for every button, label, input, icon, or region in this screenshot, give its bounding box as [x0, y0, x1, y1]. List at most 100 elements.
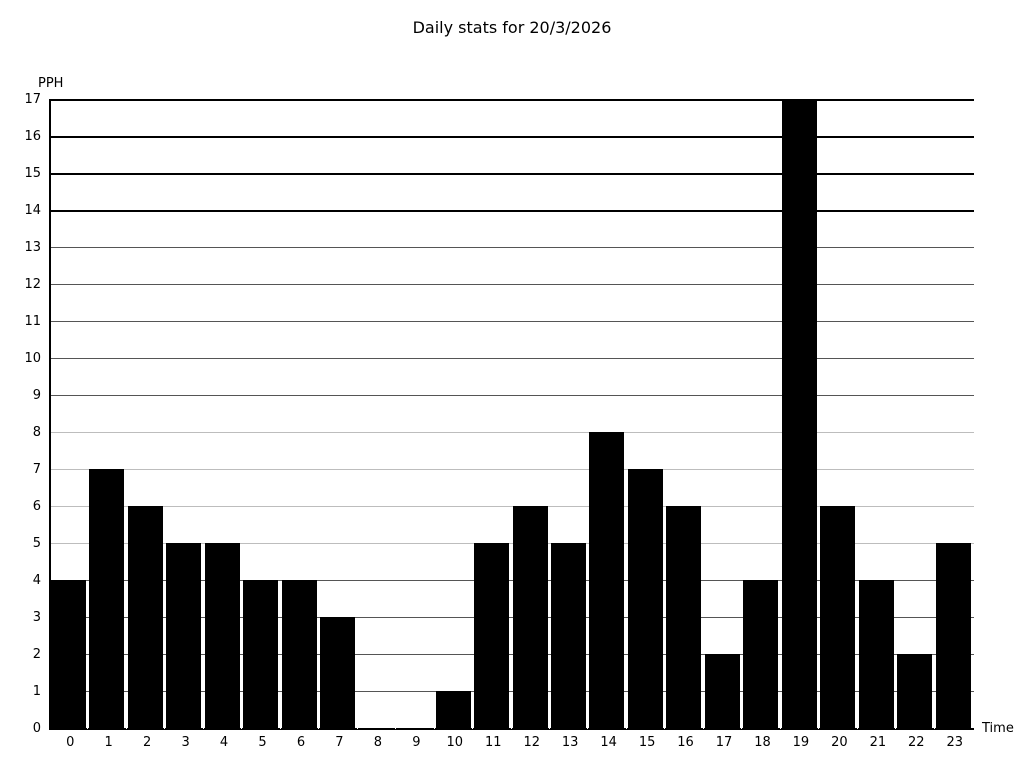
x-tick-label: 11: [484, 735, 502, 750]
y-axis-line: [49, 99, 51, 730]
grid-line: [51, 469, 974, 470]
grid-line: [51, 691, 974, 692]
x-tick-label: 21: [869, 735, 887, 750]
bar: [820, 506, 855, 728]
x-tick-mark: [472, 723, 473, 729]
grid-line: [51, 543, 974, 544]
y-tick-label: 10: [24, 351, 41, 366]
x-tick-label: 4: [219, 735, 229, 750]
x-tick-label: 23: [946, 735, 964, 750]
grid-line: [51, 99, 974, 101]
x-tick-label: 19: [792, 735, 810, 750]
bar: [936, 543, 971, 728]
x-tick-mark: [780, 723, 781, 729]
bar: [897, 654, 932, 728]
x-tick-mark: [87, 723, 88, 729]
x-tick-mark: [818, 723, 819, 729]
y-tick-label: 17: [24, 92, 41, 107]
bar: [166, 543, 201, 728]
x-tick-mark: [280, 723, 281, 729]
y-tick-label: 7: [32, 462, 41, 477]
x-tick-label: 8: [373, 735, 383, 750]
bar: [205, 543, 240, 728]
x-tick-mark: [549, 723, 550, 729]
x-tick-label: 10: [446, 735, 464, 750]
y-tick-label: 6: [32, 499, 41, 514]
x-tick-label: 14: [600, 735, 617, 750]
bar: [282, 580, 317, 728]
x-axis-label: Time: [982, 721, 1014, 736]
y-tick-label: 13: [24, 240, 41, 255]
bar: [474, 543, 509, 728]
x-tick-mark: [511, 723, 512, 729]
y-tick-label: 15: [24, 166, 41, 181]
grid-line: [51, 136, 974, 138]
y-tick-label: 4: [32, 573, 41, 588]
bar: [743, 580, 778, 728]
x-tick-mark: [241, 723, 242, 729]
x-tick-mark: [664, 723, 665, 729]
x-tick-label: 12: [523, 735, 540, 750]
x-tick-mark: [857, 723, 858, 729]
x-tick-mark: [357, 723, 358, 729]
bar: [436, 691, 471, 728]
x-tick-label: 9: [412, 735, 421, 750]
grid-line: [51, 173, 974, 175]
grid-line: [51, 284, 974, 285]
y-tick-label: 5: [32, 536, 41, 551]
grid-line: [51, 321, 974, 322]
bar: [243, 580, 278, 728]
bar: [51, 580, 86, 728]
x-tick-mark: [395, 723, 396, 729]
x-tick-label: 6: [296, 735, 306, 750]
x-tick-label: 22: [908, 735, 925, 750]
y-axis-label: PPH: [38, 76, 64, 91]
x-tick-mark: [895, 723, 896, 729]
x-tick-label: 16: [677, 735, 694, 750]
x-tick-label: 17: [715, 735, 733, 750]
x-tick-mark: [587, 723, 588, 729]
y-tick-label: 8: [32, 425, 41, 440]
x-tick-label: 2: [143, 735, 152, 750]
x-tick-mark: [164, 723, 165, 729]
grid-line: [51, 395, 974, 396]
grid-line: [51, 506, 974, 507]
bar: [628, 469, 663, 728]
y-tick-label: 12: [24, 277, 41, 292]
x-tick-label: 20: [831, 735, 848, 750]
grid-line: [51, 432, 974, 433]
bar: [666, 506, 701, 728]
grid-line: [51, 247, 974, 248]
x-tick-mark: [434, 723, 435, 729]
plot-area: [51, 99, 974, 728]
y-tick-label: 9: [32, 388, 41, 403]
x-tick-label: 5: [258, 735, 267, 750]
x-tick-mark: [318, 723, 319, 729]
x-tick-mark: [703, 723, 704, 729]
y-tick-label: 2: [32, 647, 41, 662]
x-tick-label: 7: [335, 735, 344, 750]
grid-line: [51, 580, 974, 581]
x-axis-line: [51, 728, 974, 730]
bar: [320, 617, 355, 728]
x-tick-mark: [741, 723, 742, 729]
bar: [551, 543, 586, 728]
bar: [89, 469, 124, 728]
y-tick-label: 16: [24, 129, 41, 144]
grid-line: [51, 654, 974, 655]
x-tick-mark: [626, 723, 627, 729]
x-tick-mark: [126, 723, 127, 729]
x-tick-label: 3: [181, 735, 190, 750]
x-tick-label: 0: [66, 735, 75, 750]
x-tick-label: 15: [638, 735, 656, 750]
x-tick-label: 1: [104, 735, 113, 750]
chart-title: Daily stats for 20/3/2026: [412, 18, 612, 37]
y-tick-label: 0: [32, 721, 41, 736]
bar: [589, 432, 624, 728]
bar: [859, 580, 894, 728]
bar: [705, 654, 740, 728]
bar: [513, 506, 548, 728]
x-tick-label: 13: [561, 735, 579, 750]
grid-line: [51, 358, 974, 359]
